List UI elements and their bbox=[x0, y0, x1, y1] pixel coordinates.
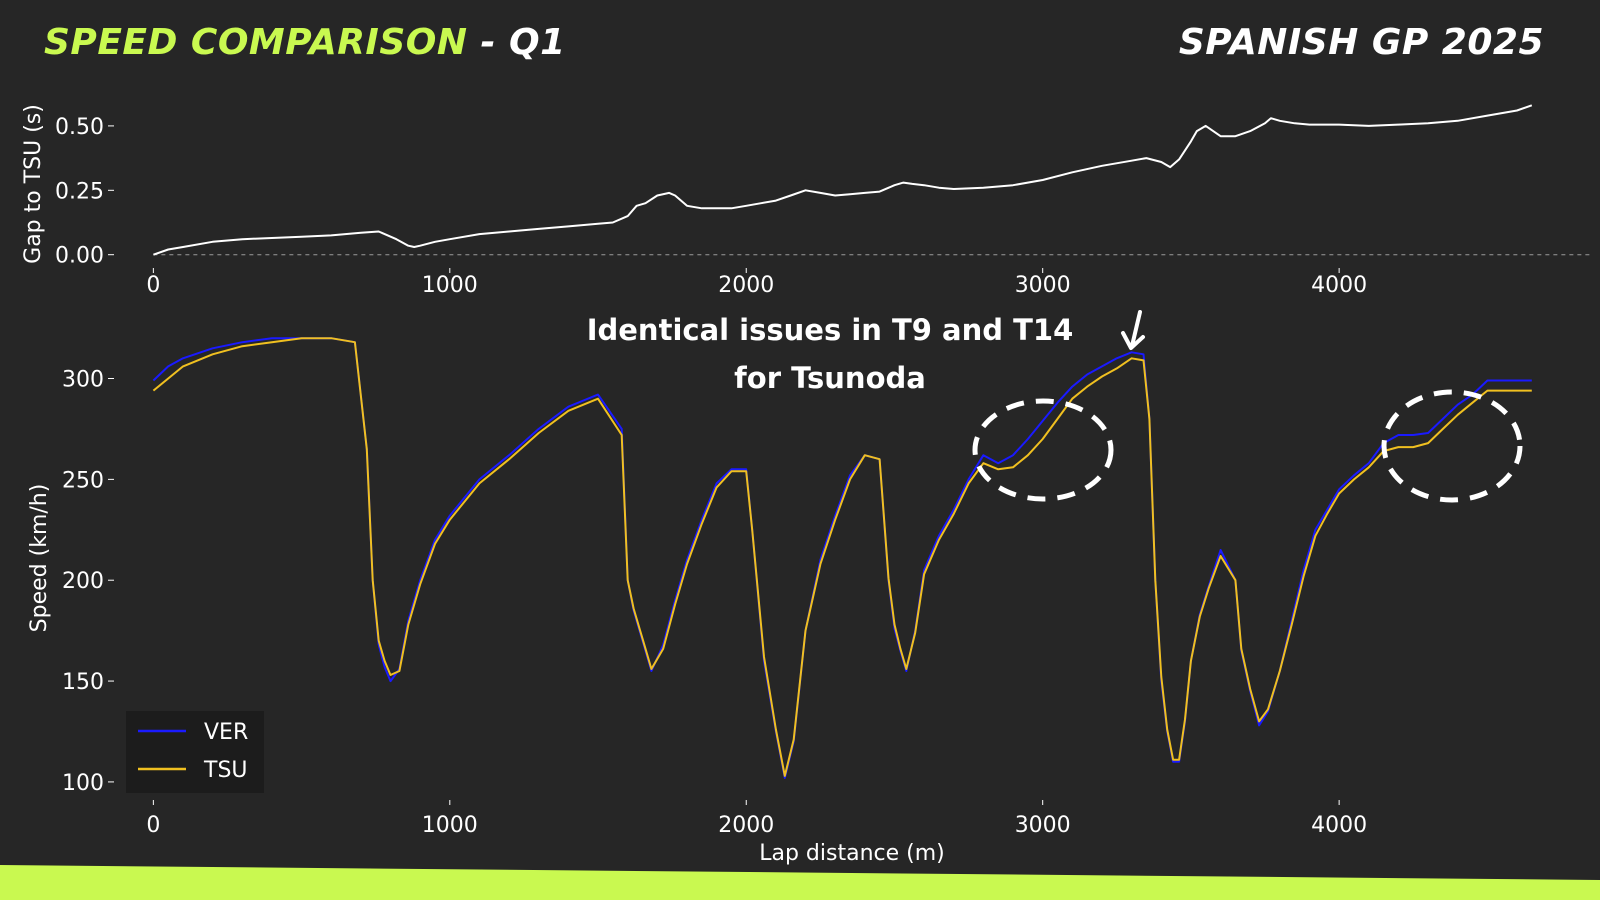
highlight-ellipse-t9 bbox=[972, 398, 1114, 502]
speed-ytick-label: 150 bbox=[62, 670, 104, 695]
speed-line-tsu bbox=[152, 337, 1532, 777]
speed-xtick-label: 1000 bbox=[422, 813, 478, 838]
speed-xlabel: Lap distance (m) bbox=[759, 841, 945, 866]
title-main: SPEED COMPARISON bbox=[44, 22, 468, 63]
speed-ytick-label: 250 bbox=[62, 468, 104, 493]
legend-label-ver: VER bbox=[204, 720, 248, 745]
speed-ylabel: Speed (km/h) bbox=[27, 484, 52, 633]
gap-xtick-label: 2000 bbox=[718, 273, 774, 298]
title-separator: - bbox=[467, 22, 509, 63]
gap-xtick-label: 0 bbox=[146, 273, 160, 298]
footer-accent-stripe bbox=[0, 865, 1600, 900]
gap-xtick-label: 3000 bbox=[1015, 273, 1071, 298]
gap-line bbox=[153, 104, 1533, 256]
gap-series bbox=[153, 104, 1533, 256]
speed-xtick-label: 4000 bbox=[1311, 813, 1367, 838]
event-title: SPANISH GP 2025 bbox=[1178, 22, 1544, 63]
legend-label-tsu: TSU bbox=[203, 758, 248, 783]
speed-xtick-label: 2000 bbox=[718, 813, 774, 838]
chart-title: SPEED COMPARISON - Q1 bbox=[44, 22, 566, 63]
gap-xtick-label: 1000 bbox=[422, 273, 478, 298]
annotation-line1: Identical issues in T9 and T14 bbox=[587, 313, 1074, 347]
gap-axes: 0.00 0.25 0.50 0 1000 2000 3000 4000 bbox=[55, 115, 1592, 298]
annotation-arrow-icon bbox=[1121, 310, 1145, 350]
gap-ytick-label: 0.25 bbox=[55, 179, 104, 204]
gap-ytick-label: 0.00 bbox=[55, 244, 104, 269]
legend-box bbox=[126, 711, 264, 793]
gap-ylabel: Gap to TSU (s) bbox=[21, 104, 46, 264]
title-session: Q1 bbox=[509, 22, 566, 63]
speed-series bbox=[152, 337, 1532, 779]
speed-xtick-label: 3000 bbox=[1015, 813, 1071, 838]
speed-xtick-label: 0 bbox=[146, 813, 160, 838]
speed-ytick-label: 200 bbox=[62, 569, 104, 594]
annotation-line2: for Tsunoda bbox=[734, 361, 926, 395]
annotation: Identical issues in T9 and T14 for Tsuno… bbox=[587, 310, 1523, 503]
speed-ytick-label: 300 bbox=[62, 368, 104, 393]
gap-xtick-label: 4000 bbox=[1311, 273, 1367, 298]
speed-ytick-label: 100 bbox=[62, 771, 104, 796]
legend: VER TSU bbox=[126, 711, 264, 793]
highlight-ellipse-t14 bbox=[1381, 389, 1523, 503]
gap-ytick-label: 0.50 bbox=[55, 115, 104, 140]
speed-line-ver bbox=[152, 337, 1532, 779]
